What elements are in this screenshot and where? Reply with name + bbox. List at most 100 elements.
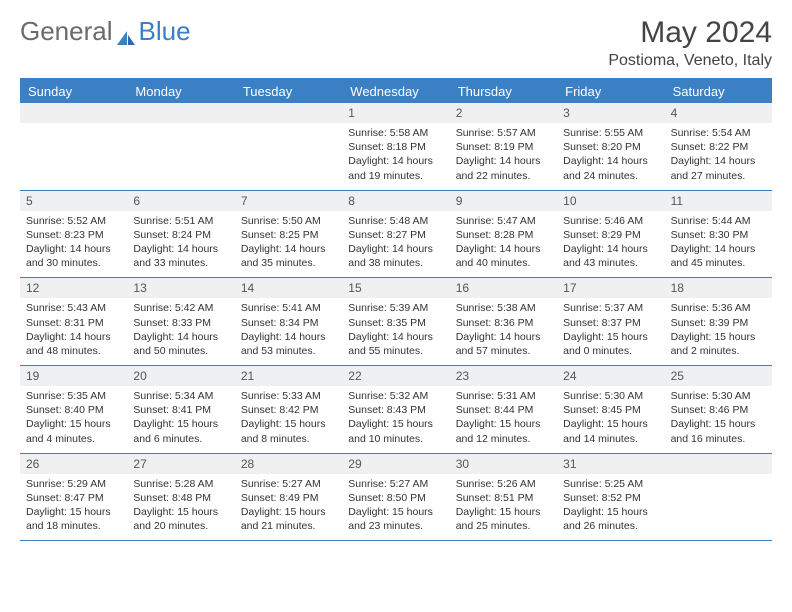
date-number: 24: [557, 366, 664, 386]
weekday-label: Saturday: [665, 80, 772, 103]
brand-part1: General: [20, 16, 113, 47]
date-number: 30: [450, 454, 557, 474]
date-number: 9: [450, 191, 557, 211]
weekday-header: SundayMondayTuesdayWednesdayThursdayFrid…: [20, 80, 772, 103]
date-number: 11: [665, 191, 772, 211]
date-number: 10: [557, 191, 664, 211]
day-info: Sunrise: 5:46 AMSunset: 8:29 PMDaylight:…: [563, 214, 658, 271]
calendar-cell: 21 Sunrise: 5:33 AMSunset: 8:42 PMDayligh…: [235, 366, 342, 453]
date-number: 6: [127, 191, 234, 211]
brand-part2: Blue: [139, 16, 191, 47]
day-info: Sunrise: 5:54 AMSunset: 8:22 PMDaylight:…: [671, 126, 766, 183]
date-number: 21: [235, 366, 342, 386]
date-number: [235, 103, 342, 123]
month-title: May 2024: [608, 16, 772, 50]
calendar-cell: [665, 454, 772, 541]
calendar: SundayMondayTuesdayWednesdayThursdayFrid…: [20, 78, 772, 541]
calendar-cell: 26 Sunrise: 5:29 AMSunset: 8:47 PMDayligh…: [20, 454, 127, 541]
day-info: Sunrise: 5:27 AMSunset: 8:50 PMDaylight:…: [348, 477, 443, 534]
weekday-label: Monday: [127, 80, 234, 103]
day-info: Sunrise: 5:58 AMSunset: 8:18 PMDaylight:…: [348, 126, 443, 183]
day-info: Sunrise: 5:30 AMSunset: 8:46 PMDaylight:…: [671, 389, 766, 446]
calendar-cell: 1Sunrise: 5:58 AMSunset: 8:18 PMDaylight…: [342, 103, 449, 190]
day-info: Sunrise: 5:42 AMSunset: 8:33 PMDaylight:…: [133, 301, 228, 358]
calendar-cell: 10 Sunrise: 5:46 AMSunset: 8:29 PMDayligh…: [557, 191, 664, 278]
day-info: Sunrise: 5:38 AMSunset: 8:36 PMDaylight:…: [456, 301, 551, 358]
date-number: 13: [127, 278, 234, 298]
day-info: Sunrise: 5:55 AMSunset: 8:20 PMDaylight:…: [563, 126, 658, 183]
calendar-cell: 22 Sunrise: 5:32 AMSunset: 8:43 PMDayligh…: [342, 366, 449, 453]
date-number: 28: [235, 454, 342, 474]
day-info: Sunrise: 5:39 AMSunset: 8:35 PMDaylight:…: [348, 301, 443, 358]
weekday-label: Sunday: [20, 80, 127, 103]
calendar-cell: 19 Sunrise: 5:35 AMSunset: 8:40 PMDayligh…: [20, 366, 127, 453]
weekday-label: Thursday: [450, 80, 557, 103]
day-info: Sunrise: 5:31 AMSunset: 8:44 PMDaylight:…: [456, 389, 551, 446]
date-number: 19: [20, 366, 127, 386]
day-info: Sunrise: 5:43 AMSunset: 8:31 PMDaylight:…: [26, 301, 121, 358]
date-number: 2: [450, 103, 557, 123]
calendar-week: 26 Sunrise: 5:29 AMSunset: 8:47 PMDayligh…: [20, 454, 772, 542]
date-number: 29: [342, 454, 449, 474]
date-number: [665, 454, 772, 474]
date-number: 20: [127, 366, 234, 386]
calendar-cell: 2 Sunrise: 5:57 AMSunset: 8:19 PMDaylight…: [450, 103, 557, 190]
calendar-cell: 24 Sunrise: 5:30 AMSunset: 8:45 PMDayligh…: [557, 366, 664, 453]
calendar-week: 1Sunrise: 5:58 AMSunset: 8:18 PMDaylight…: [20, 103, 772, 191]
calendar-cell: 30Sunrise: 5:26 AMSunset: 8:51 PMDayligh…: [450, 454, 557, 541]
date-number: 3: [557, 103, 664, 123]
calendar-cell: 7Sunrise: 5:50 AMSunset: 8:25 PMDaylight…: [235, 191, 342, 278]
date-number: 22: [342, 366, 449, 386]
calendar-cell: [235, 103, 342, 190]
calendar-cell: 15 Sunrise: 5:39 AMSunset: 8:35 PMDayligh…: [342, 278, 449, 365]
date-number: 26: [20, 454, 127, 474]
calendar-cell: 17Sunrise: 5:37 AMSunset: 8:37 PMDayligh…: [557, 278, 664, 365]
date-number: [127, 103, 234, 123]
location: Postioma, Veneto, Italy: [608, 52, 772, 70]
calendar-cell: 3 Sunrise: 5:55 AMSunset: 8:20 PMDaylight…: [557, 103, 664, 190]
calendar-cell: 18Sunrise: 5:36 AMSunset: 8:39 PMDayligh…: [665, 278, 772, 365]
header: General Blue May 2024 Postioma, Veneto, …: [20, 16, 772, 70]
calendar-cell: 9Sunrise: 5:47 AMSunset: 8:28 PMDaylight…: [450, 191, 557, 278]
calendar-cell: [20, 103, 127, 190]
calendar-cell: 31Sunrise: 5:25 AMSunset: 8:52 PMDayligh…: [557, 454, 664, 541]
calendar-cell: 4Sunrise: 5:54 AMSunset: 8:22 PMDaylight…: [665, 103, 772, 190]
day-info: Sunrise: 5:33 AMSunset: 8:42 PMDaylight:…: [241, 389, 336, 446]
day-info: Sunrise: 5:32 AMSunset: 8:43 PMDaylight:…: [348, 389, 443, 446]
date-number: 23: [450, 366, 557, 386]
date-number: 16: [450, 278, 557, 298]
day-info: Sunrise: 5:29 AMSunset: 8:47 PMDaylight:…: [26, 477, 121, 534]
calendar-cell: 11Sunrise: 5:44 AMSunset: 8:30 PMDayligh…: [665, 191, 772, 278]
calendar-cell: 5 Sunrise: 5:52 AMSunset: 8:23 PMDaylight…: [20, 191, 127, 278]
day-info: Sunrise: 5:57 AMSunset: 8:19 PMDaylight:…: [456, 126, 551, 183]
calendar-cell: 29 Sunrise: 5:27 AMSunset: 8:50 PMDayligh…: [342, 454, 449, 541]
calendar-cell: [127, 103, 234, 190]
title-block: May 2024 Postioma, Veneto, Italy: [608, 16, 772, 70]
day-info: Sunrise: 5:52 AMSunset: 8:23 PMDaylight:…: [26, 214, 121, 271]
date-number: 17: [557, 278, 664, 298]
date-number: 5: [20, 191, 127, 211]
date-number: 12: [20, 278, 127, 298]
date-number: 14: [235, 278, 342, 298]
sail-icon: [115, 23, 137, 41]
date-number: 15: [342, 278, 449, 298]
calendar-cell: 12 Sunrise: 5:43 AMSunset: 8:31 PMDayligh…: [20, 278, 127, 365]
day-info: Sunrise: 5:35 AMSunset: 8:40 PMDaylight:…: [26, 389, 121, 446]
calendar-cell: 6 Sunrise: 5:51 AMSunset: 8:24 PMDaylight…: [127, 191, 234, 278]
calendar-cell: 13 Sunrise: 5:42 AMSunset: 8:33 PMDayligh…: [127, 278, 234, 365]
calendar-week: 5 Sunrise: 5:52 AMSunset: 8:23 PMDaylight…: [20, 191, 772, 279]
day-info: Sunrise: 5:48 AMSunset: 8:27 PMDaylight:…: [348, 214, 443, 271]
day-info: Sunrise: 5:50 AMSunset: 8:25 PMDaylight:…: [241, 214, 336, 271]
day-info: Sunrise: 5:27 AMSunset: 8:49 PMDaylight:…: [241, 477, 336, 534]
day-info: Sunrise: 5:30 AMSunset: 8:45 PMDaylight:…: [563, 389, 658, 446]
date-number: 18: [665, 278, 772, 298]
calendar-cell: 23 Sunrise: 5:31 AMSunset: 8:44 PMDayligh…: [450, 366, 557, 453]
calendar-cell: 14Sunrise: 5:41 AMSunset: 8:34 PMDayligh…: [235, 278, 342, 365]
calendar-week: 12 Sunrise: 5:43 AMSunset: 8:31 PMDayligh…: [20, 278, 772, 366]
day-info: Sunrise: 5:25 AMSunset: 8:52 PMDaylight:…: [563, 477, 658, 534]
date-number: [20, 103, 127, 123]
calendar-cell: 8 Sunrise: 5:48 AMSunset: 8:27 PMDaylight…: [342, 191, 449, 278]
date-number: 8: [342, 191, 449, 211]
day-info: Sunrise: 5:51 AMSunset: 8:24 PMDaylight:…: [133, 214, 228, 271]
date-number: 25: [665, 366, 772, 386]
